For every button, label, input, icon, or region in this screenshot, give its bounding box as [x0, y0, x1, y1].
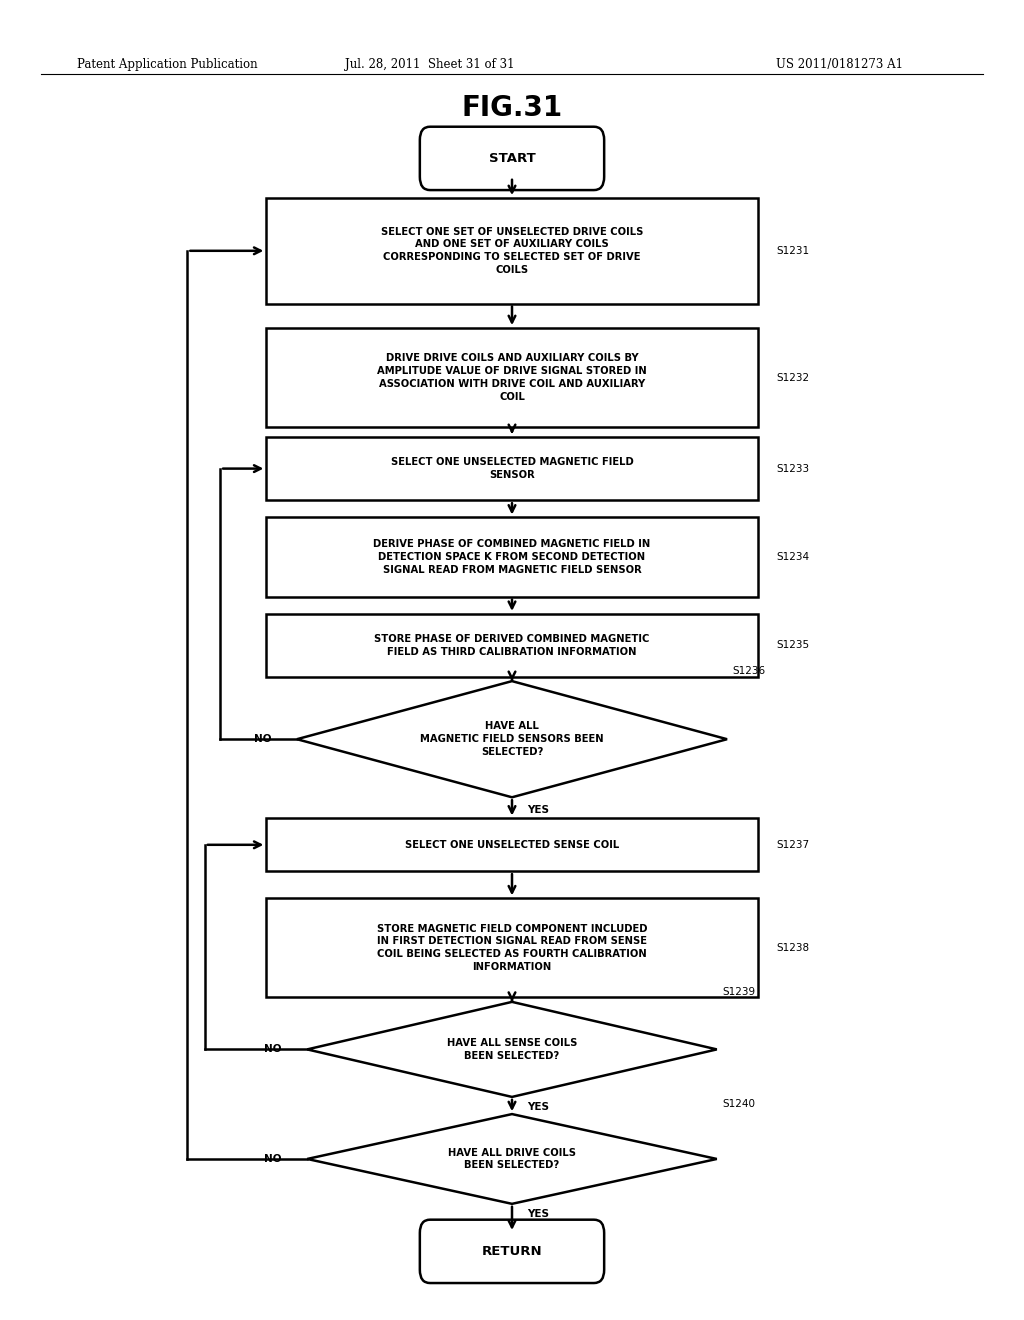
Text: DRIVE DRIVE COILS AND AUXILIARY COILS BY
AMPLITUDE VALUE OF DRIVE SIGNAL STORED : DRIVE DRIVE COILS AND AUXILIARY COILS BY…	[377, 354, 647, 401]
Text: SELECT ONE UNSELECTED MAGNETIC FIELD
SENSOR: SELECT ONE UNSELECTED MAGNETIC FIELD SEN…	[390, 457, 634, 480]
Text: Patent Application Publication: Patent Application Publication	[77, 58, 257, 71]
Bar	[266, 437, 758, 500]
Bar	[266, 899, 758, 998]
Text: S1239: S1239	[722, 986, 755, 997]
Text: S1232: S1232	[776, 372, 809, 383]
Bar	[266, 614, 758, 677]
Text: STORE MAGNETIC FIELD COMPONENT INCLUDED
IN FIRST DETECTION SIGNAL READ FROM SENS: STORE MAGNETIC FIELD COMPONENT INCLUDED …	[377, 924, 647, 972]
Text: Jul. 28, 2011  Sheet 31 of 31: Jul. 28, 2011 Sheet 31 of 31	[345, 58, 515, 71]
Text: SELECT ONE UNSELECTED SENSE COIL: SELECT ONE UNSELECTED SENSE COIL	[404, 840, 620, 850]
Text: YES: YES	[527, 1209, 549, 1220]
Text: S1231: S1231	[776, 246, 809, 256]
FancyBboxPatch shape	[420, 127, 604, 190]
Text: S1233: S1233	[776, 463, 809, 474]
Text: S1236: S1236	[732, 665, 765, 676]
Text: S1237: S1237	[776, 840, 809, 850]
Text: NO: NO	[264, 1154, 282, 1164]
Polygon shape	[307, 1002, 717, 1097]
Text: NO: NO	[264, 1044, 282, 1055]
Text: SELECT ONE SET OF UNSELECTED DRIVE COILS
AND ONE SET OF AUXILIARY COILS
CORRESPO: SELECT ONE SET OF UNSELECTED DRIVE COILS…	[381, 227, 643, 275]
Bar	[266, 818, 758, 871]
Text: S1240: S1240	[722, 1098, 755, 1109]
Polygon shape	[307, 1114, 717, 1204]
Polygon shape	[297, 681, 727, 797]
FancyBboxPatch shape	[420, 1220, 604, 1283]
Bar	[266, 198, 758, 304]
Text: NO: NO	[254, 734, 271, 744]
Text: S1234: S1234	[776, 552, 809, 562]
Text: HAVE ALL SENSE COILS
BEEN SELECTED?: HAVE ALL SENSE COILS BEEN SELECTED?	[446, 1038, 578, 1061]
Text: START: START	[488, 152, 536, 165]
Text: HAVE ALL DRIVE COILS
BEEN SELECTED?: HAVE ALL DRIVE COILS BEEN SELECTED?	[449, 1147, 575, 1171]
Text: HAVE ALL
MAGNETIC FIELD SENSORS BEEN
SELECTED?: HAVE ALL MAGNETIC FIELD SENSORS BEEN SEL…	[420, 722, 604, 756]
Text: YES: YES	[527, 1102, 549, 1113]
Text: FIG.31: FIG.31	[462, 94, 562, 123]
Text: DERIVE PHASE OF COMBINED MAGNETIC FIELD IN
DETECTION SPACE K FROM SECOND DETECTI: DERIVE PHASE OF COMBINED MAGNETIC FIELD …	[374, 540, 650, 574]
Text: S1238: S1238	[776, 942, 809, 953]
Text: STORE PHASE OF DERIVED COMBINED MAGNETIC
FIELD AS THIRD CALIBRATION INFORMATION: STORE PHASE OF DERIVED COMBINED MAGNETIC…	[375, 634, 649, 657]
Text: US 2011/0181273 A1: US 2011/0181273 A1	[776, 58, 903, 71]
Text: YES: YES	[527, 805, 549, 816]
Text: S1235: S1235	[776, 640, 809, 651]
Bar	[266, 517, 758, 597]
Bar	[266, 327, 758, 428]
Text: RETURN: RETURN	[481, 1245, 543, 1258]
